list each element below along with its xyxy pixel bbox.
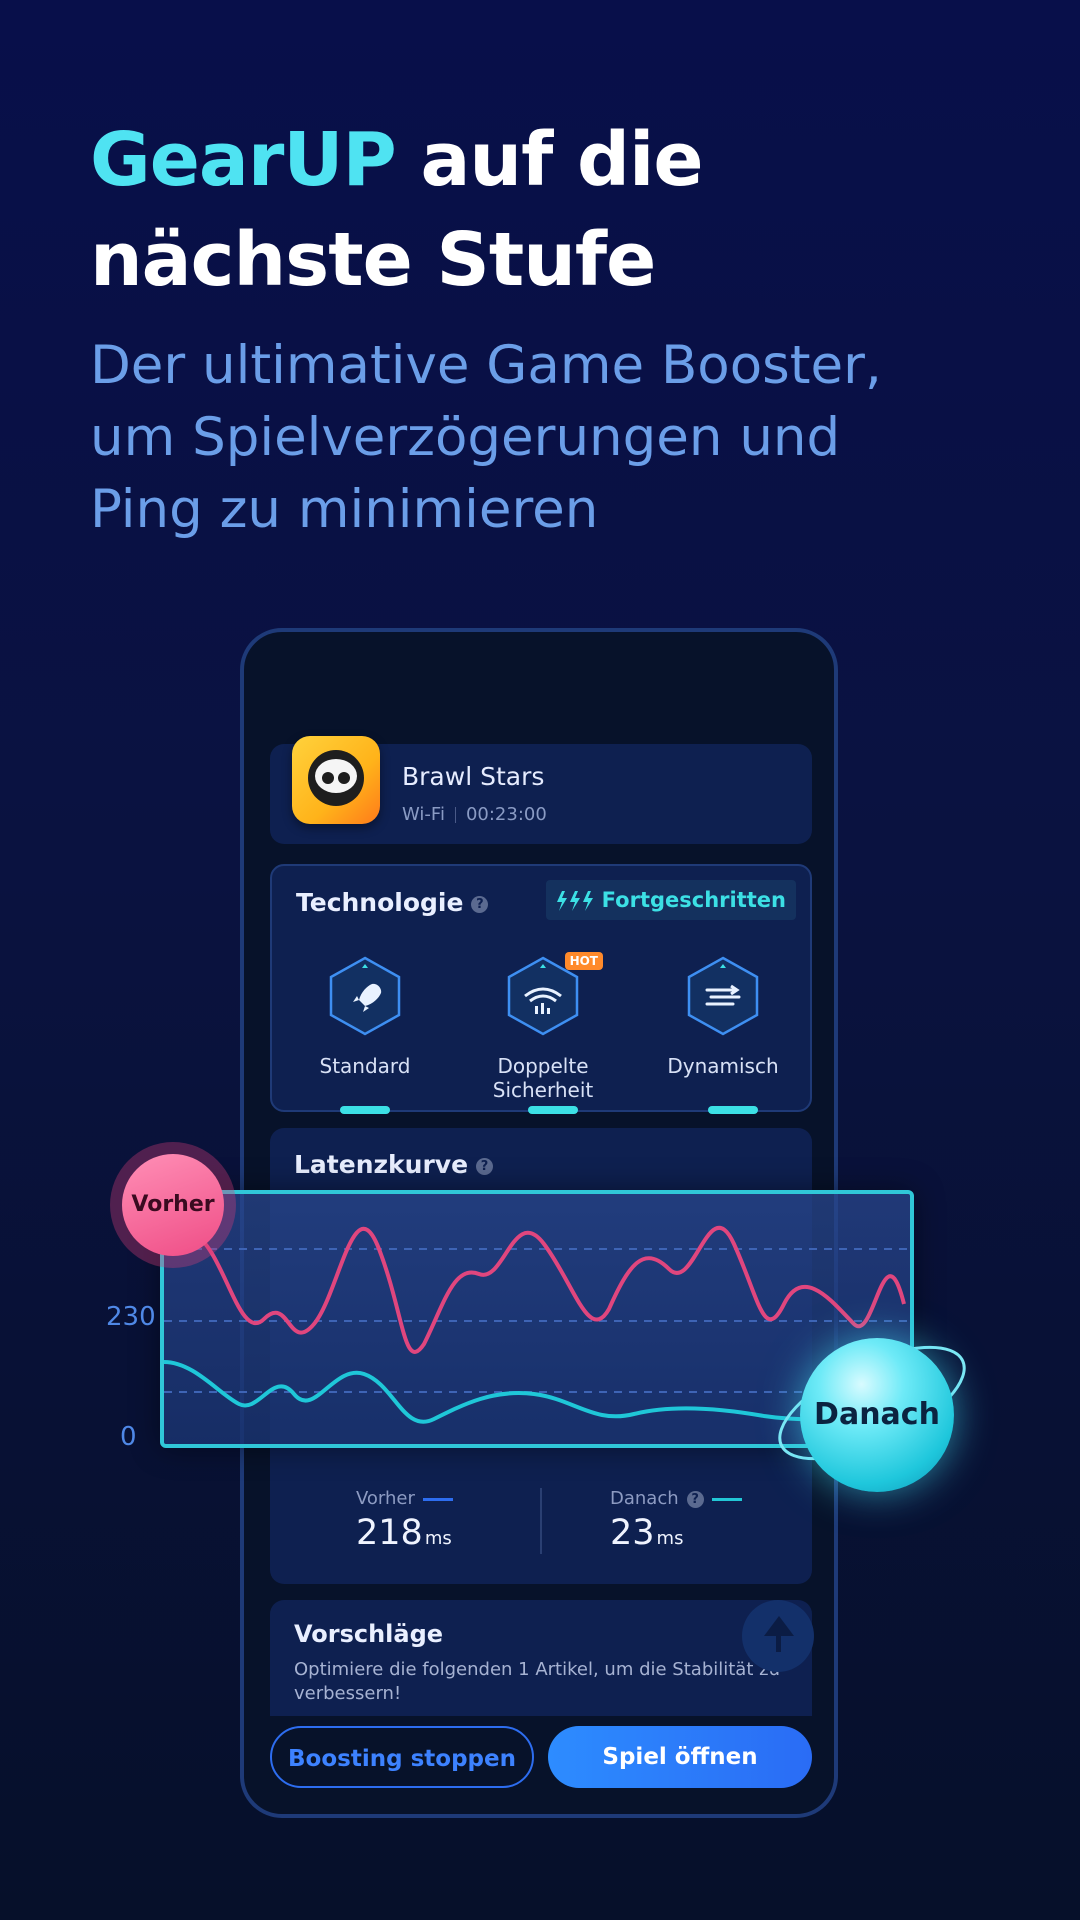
arrow-up-icon[interactable] [742, 1600, 814, 1672]
before-tag-label: Vorher [122, 1154, 224, 1256]
headline-text: auf die [395, 117, 703, 203]
stat-before: Vorher 218 ms [356, 1488, 453, 1553]
tab-indicator [528, 1106, 578, 1114]
tab-indicator [708, 1106, 758, 1114]
flow-icon [687, 956, 759, 1036]
mode-badge[interactable]: Fortgeschritten [545, 880, 796, 920]
wifi-shield-icon: HOT [507, 952, 603, 1036]
after-curve [164, 1360, 910, 1424]
divider [540, 1488, 542, 1554]
tech-option-dynamic[interactable]: Dynamisch [648, 956, 798, 1078]
game-meta: Wi-Fi 00:23:00 [402, 804, 547, 825]
tech-option-dual-security[interactable]: HOT Doppelte Sicherheit [468, 952, 618, 1102]
stop-boosting-button[interactable]: Boosting stoppen [270, 1726, 534, 1788]
rocket-icon [329, 956, 401, 1036]
subtitle-line-1: Der ultimative Game Booster, [90, 335, 882, 396]
tab-indicator [340, 1106, 390, 1114]
subtitle-line-2: um Spielverzögerungen und [90, 407, 841, 468]
suggestions-text: Optimiere die folgenden 1 Artikel, um di… [294, 1659, 780, 1704]
stat-after-label: Danach [610, 1488, 679, 1509]
suggestions-card: Vorschläge Optimiere die folgenden 1 Art… [270, 1600, 814, 1716]
latency-chart-panel [160, 1190, 914, 1448]
stat-before-label: Vorher [356, 1488, 415, 1509]
open-game-button[interactable]: Spiel öffnen [548, 1726, 812, 1788]
network-type: Wi-Fi [402, 804, 445, 825]
stat-after: Danach? 23 ms [610, 1488, 742, 1553]
game-title: Brawl Stars [402, 762, 545, 791]
help-icon[interactable]: ? [471, 895, 489, 913]
tech-option-standard[interactable]: Standard [290, 956, 440, 1078]
subtitle: Der ultimative Game Booster, um Spielver… [90, 330, 1030, 546]
technology-title: Technologie? [296, 888, 489, 917]
headline-line-2: nächste Stufe [90, 217, 656, 303]
latency-title: Latenzkurve? [294, 1150, 494, 1179]
hot-badge: HOT [564, 952, 603, 970]
mode-badge-label: Fortgeschritten [601, 888, 786, 912]
stat-unit: ms [424, 1528, 452, 1549]
session-timer: 00:23:00 [465, 804, 547, 825]
stat-after-value: 23 [610, 1513, 655, 1553]
headline-line-1: GearUP auf die [90, 110, 1050, 210]
lightning-icon [556, 891, 593, 911]
stat-unit: ms [656, 1528, 684, 1549]
technology-card: Technologie? Fortgeschritten Standard [270, 864, 812, 1114]
help-icon[interactable]: ? [476, 1157, 494, 1175]
subtitle-line-3: Ping zu minimieren [90, 479, 599, 540]
tech-label-dual-security: Doppelte Sicherheit [492, 1054, 594, 1102]
before-curve [192, 1225, 906, 1354]
suggestions-title: Vorschläge [294, 1620, 444, 1648]
y-tick-230: 230 [106, 1302, 156, 1332]
y-tick-0: 0 [120, 1422, 137, 1452]
help-icon[interactable]: ? [686, 1490, 704, 1508]
tech-label-dynamic: Dynamisch [667, 1054, 779, 1078]
headline: GearUP auf die nächste Stufe [90, 110, 1050, 310]
before-tag: Vorher [110, 1142, 236, 1268]
stat-before-value: 218 [356, 1513, 423, 1553]
after-tag: Danach [800, 1338, 954, 1492]
brand-name: GearUP [90, 117, 397, 203]
game-card[interactable]: Brawl Stars Wi-Fi 00:23:00 [270, 736, 812, 844]
brawl-stars-icon [292, 736, 380, 824]
tech-label-standard: Standard [319, 1054, 411, 1078]
